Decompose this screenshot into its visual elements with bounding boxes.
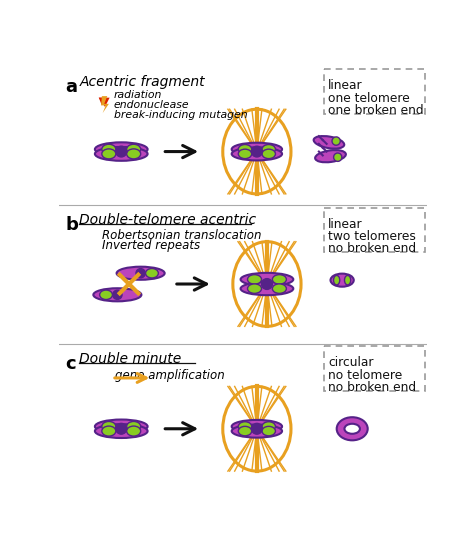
Text: linear: linear	[328, 218, 363, 231]
Ellipse shape	[95, 420, 147, 434]
Text: a: a	[65, 77, 77, 96]
Ellipse shape	[337, 417, 368, 440]
Ellipse shape	[273, 284, 286, 293]
Text: circular: circular	[328, 356, 374, 370]
Text: no broken end: no broken end	[328, 243, 416, 256]
Ellipse shape	[345, 424, 360, 434]
Ellipse shape	[146, 268, 158, 278]
Ellipse shape	[262, 145, 275, 154]
Ellipse shape	[102, 426, 116, 436]
Ellipse shape	[95, 143, 147, 156]
Ellipse shape	[238, 145, 252, 154]
Ellipse shape	[102, 144, 116, 154]
Ellipse shape	[262, 149, 275, 159]
Ellipse shape	[238, 426, 252, 436]
Ellipse shape	[127, 149, 141, 159]
Bar	[324, 346, 425, 391]
Ellipse shape	[241, 282, 293, 295]
Text: no broken end: no broken end	[328, 381, 416, 394]
Text: radiation: radiation	[113, 90, 162, 100]
Ellipse shape	[232, 147, 282, 160]
Ellipse shape	[232, 424, 282, 437]
Ellipse shape	[117, 267, 164, 280]
Text: Robertsonian translocation: Robertsonian translocation	[102, 229, 261, 242]
Ellipse shape	[100, 290, 112, 300]
Text: c: c	[65, 355, 76, 373]
Ellipse shape	[93, 288, 141, 301]
Ellipse shape	[251, 423, 262, 434]
Ellipse shape	[95, 424, 147, 438]
Ellipse shape	[116, 423, 127, 434]
Text: Acentric fragment: Acentric fragment	[80, 75, 205, 89]
Ellipse shape	[241, 273, 293, 286]
Ellipse shape	[127, 421, 141, 431]
Ellipse shape	[95, 147, 147, 161]
Text: no telomere: no telomere	[328, 369, 402, 381]
Ellipse shape	[102, 421, 116, 431]
Text: linear: linear	[328, 79, 363, 92]
Ellipse shape	[127, 144, 141, 154]
Ellipse shape	[315, 150, 346, 162]
Ellipse shape	[330, 274, 354, 287]
Ellipse shape	[247, 275, 262, 284]
Ellipse shape	[238, 149, 252, 159]
Ellipse shape	[251, 146, 262, 157]
Ellipse shape	[113, 290, 122, 300]
Ellipse shape	[262, 422, 275, 431]
Ellipse shape	[232, 420, 282, 433]
Ellipse shape	[273, 275, 286, 284]
Text: break-inducing mutagen: break-inducing mutagen	[113, 110, 247, 120]
Ellipse shape	[238, 422, 252, 431]
Polygon shape	[99, 98, 109, 107]
Text: Double-telomere acentric: Double-telomere acentric	[80, 213, 256, 227]
Text: one telomere: one telomere	[328, 91, 410, 104]
Ellipse shape	[232, 143, 282, 156]
Bar	[324, 69, 425, 114]
Ellipse shape	[334, 275, 340, 285]
Ellipse shape	[247, 284, 262, 293]
Ellipse shape	[102, 149, 116, 159]
Text: Double minute: Double minute	[80, 352, 182, 366]
Ellipse shape	[262, 279, 273, 289]
Bar	[324, 208, 425, 252]
Ellipse shape	[262, 426, 275, 436]
Polygon shape	[99, 98, 105, 105]
Text: endonuclease: endonuclease	[113, 100, 189, 110]
Text: one broken end: one broken end	[328, 104, 424, 117]
Polygon shape	[101, 96, 109, 113]
Ellipse shape	[345, 275, 351, 285]
Ellipse shape	[136, 268, 145, 278]
Ellipse shape	[127, 426, 141, 436]
Text: two telomeres: two telomeres	[328, 230, 416, 243]
Ellipse shape	[116, 146, 127, 157]
Ellipse shape	[334, 153, 342, 161]
Text: b: b	[65, 216, 78, 234]
Text: Inverted repeats: Inverted repeats	[102, 239, 200, 252]
Ellipse shape	[332, 137, 340, 145]
Ellipse shape	[314, 136, 344, 148]
Text: gene amplification: gene amplification	[115, 369, 225, 381]
